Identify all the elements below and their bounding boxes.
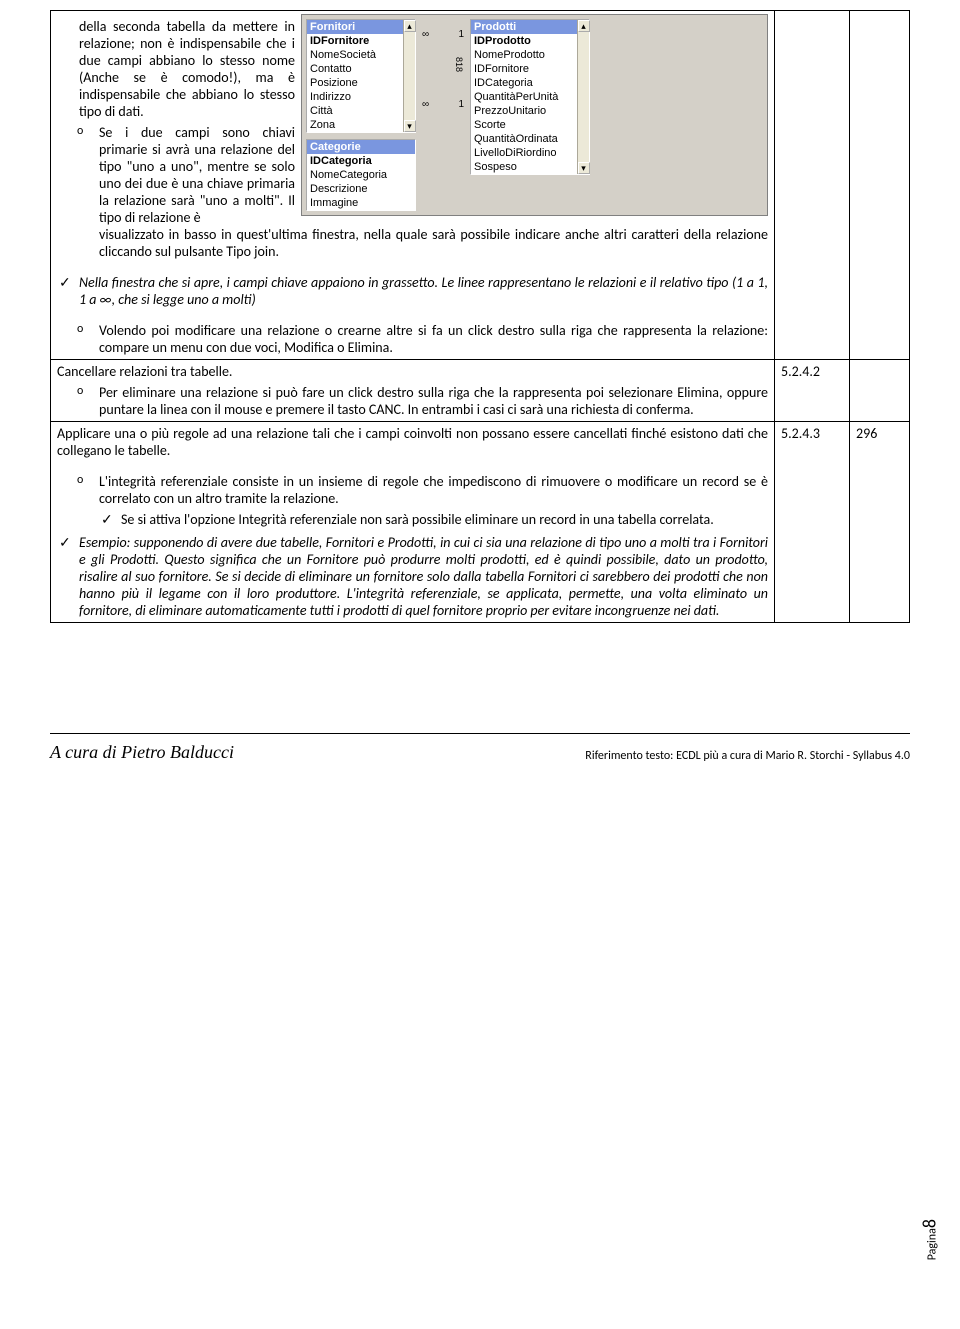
row-title: Cancellare relazioni tra tabelle. bbox=[57, 363, 768, 380]
page-cell bbox=[850, 360, 910, 422]
check-icon: ✓ bbox=[59, 274, 71, 291]
page-cell bbox=[850, 11, 910, 360]
content-table: della seconda tabella da mettere in rela… bbox=[50, 10, 910, 623]
code-cell: 5.2.4.3 bbox=[775, 422, 850, 623]
check-icon: ✓ bbox=[59, 534, 71, 551]
check-text: Esempio: supponendo di avere due tabelle… bbox=[79, 534, 768, 619]
body-text: Per eliminare una relazione si può fare … bbox=[99, 384, 768, 418]
bullet-o: o bbox=[77, 473, 83, 487]
body-text: Se i due campi sono chiavi primarie si a… bbox=[99, 124, 295, 226]
row-title: Applicare una o più regole ad una relazi… bbox=[57, 425, 768, 459]
db-relationship-image: Fornitori IDFornitore NomeSocietà Contat… bbox=[301, 14, 768, 216]
table-row: Applicare una o più regole ad una relazi… bbox=[51, 422, 910, 623]
bullet-o: o bbox=[77, 322, 83, 336]
check-icon: ✓ bbox=[101, 511, 113, 528]
page-number: Pagina8 bbox=[918, 1219, 940, 1260]
body-text: Volendo poi modificare una relazione o c… bbox=[99, 322, 768, 356]
scrollbar-icon: ▴▾ bbox=[577, 20, 589, 174]
bullet-o: o bbox=[77, 124, 83, 138]
code-cell bbox=[775, 11, 850, 360]
db-table-prodotti: Prodotti IDProdotto NomeProdotto IDForni… bbox=[470, 19, 590, 175]
db-table-fornitori: Fornitori IDFornitore NomeSocietà Contat… bbox=[306, 19, 416, 133]
footer-reference: Riferimento testo: ECDL più a cura di Ma… bbox=[585, 749, 910, 763]
body-text: L'integrità referenziale consiste in un … bbox=[99, 473, 768, 507]
db-relation-lines: ∞ 1 818 ∞ 1 bbox=[428, 19, 458, 113]
footer-divider bbox=[50, 733, 910, 734]
check-text: Nella finestra che si apre, i campi chia… bbox=[79, 274, 768, 308]
db-table-categorie: Categorie IDCategoria NomeCategoria Desc… bbox=[306, 139, 416, 211]
table-row: della seconda tabella da mettere in rela… bbox=[51, 11, 910, 360]
body-text: della seconda tabella da mettere in rela… bbox=[79, 18, 295, 120]
body-text: Se si attiva l'opzione Integrità referen… bbox=[121, 511, 714, 528]
bullet-o: o bbox=[77, 384, 83, 398]
scrollbar-icon: ▴▾ bbox=[403, 20, 415, 132]
code-cell: 5.2.4.2 bbox=[775, 360, 850, 422]
body-text: visualizzato in basso in quest'ultima fi… bbox=[99, 226, 768, 260]
table-row: Cancellare relazioni tra tabelle. o Per e… bbox=[51, 360, 910, 422]
page-cell: 296 bbox=[850, 422, 910, 623]
footer-author: A cura di Pietro Balducci bbox=[50, 742, 234, 763]
